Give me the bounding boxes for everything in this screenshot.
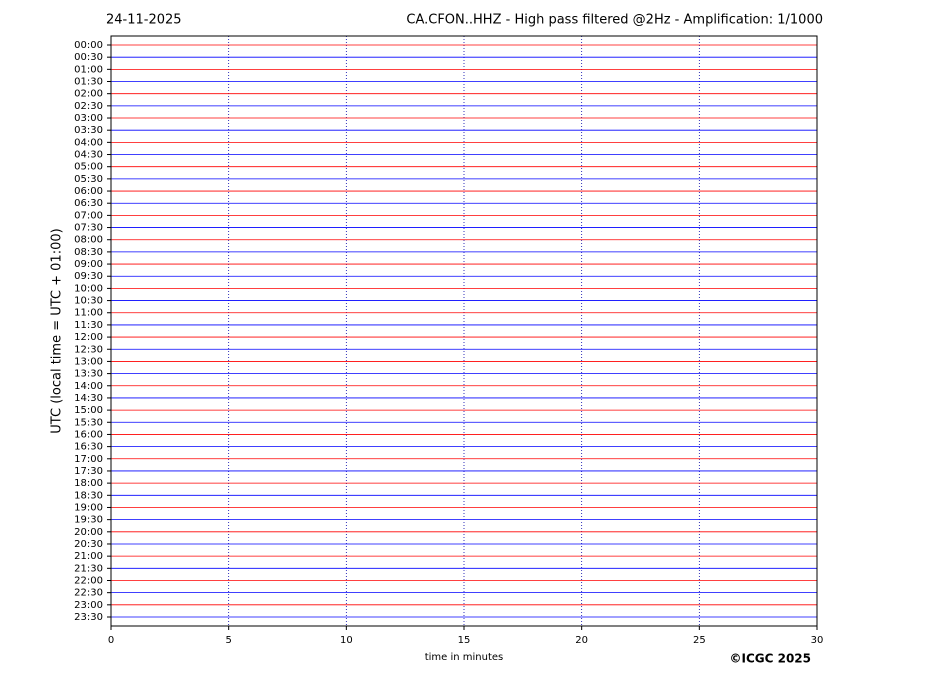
y-tick-label: 03:00	[74, 113, 103, 124]
y-tick-label: 20:00	[74, 527, 103, 538]
y-tick-label: 15:00	[74, 405, 103, 416]
y-tick-label: 23:30	[74, 612, 103, 623]
y-tick-label: 08:30	[74, 247, 103, 258]
y-tick-label: 22:00	[74, 575, 103, 586]
y-tick-label: 04:00	[74, 137, 103, 148]
y-tick-label: 15:30	[74, 417, 103, 428]
y-tick-label: 14:00	[74, 381, 103, 392]
x-tick-label: 25	[693, 635, 706, 646]
y-tick-label: 09:00	[74, 259, 103, 270]
x-tick-label: 10	[340, 635, 353, 646]
y-tick-label: 12:00	[74, 332, 103, 343]
y-tick-label: 05:30	[74, 174, 103, 185]
y-tick-label: 10:30	[74, 296, 103, 307]
y-tick-label: 11:30	[74, 320, 103, 331]
chart-title: CA.CFON..HHZ - High pass filtered @2Hz -…	[406, 13, 823, 28]
y-tick-label: 18:30	[74, 490, 103, 501]
x-tick-label: 5	[225, 635, 231, 646]
x-tick-label: 15	[458, 635, 471, 646]
y-tick-label: 05:00	[74, 162, 103, 173]
y-tick-label: 01:00	[74, 64, 103, 75]
y-tick-label: 09:30	[74, 271, 103, 282]
y-tick-label: 13:30	[74, 369, 103, 380]
x-tick-label: 20	[575, 635, 588, 646]
y-tick-label: 14:30	[74, 393, 103, 404]
y-tick-label: 22:30	[74, 588, 103, 599]
y-tick-label: 02:00	[74, 89, 103, 100]
y-tick-label: 19:30	[74, 515, 103, 526]
y-tick-label: 04:30	[74, 150, 103, 161]
y-tick-label: 06:00	[74, 186, 103, 197]
y-tick-label: 16:00	[74, 429, 103, 440]
x-axis-label: time in minutes	[425, 652, 504, 663]
x-tick-label: 30	[811, 635, 824, 646]
y-tick-label: 11:00	[74, 308, 103, 319]
y-tick-label: 21:00	[74, 551, 103, 562]
y-tick-label: 00:00	[74, 40, 103, 51]
y-tick-label: 03:30	[74, 125, 103, 136]
y-tick-label: 20:30	[74, 539, 103, 550]
y-tick-label: 21:30	[74, 563, 103, 574]
y-tick-label: 16:30	[74, 442, 103, 453]
y-tick-label: 13:00	[74, 356, 103, 367]
y-tick-label: 07:00	[74, 210, 103, 221]
y-tick-label: 23:00	[74, 600, 103, 611]
x-tick-label: 0	[108, 635, 114, 646]
y-tick-label: 06:30	[74, 198, 103, 209]
plot-frame	[110, 35, 818, 627]
y-tick-label: 08:00	[74, 235, 103, 246]
y-tick-label: 12:30	[74, 344, 103, 355]
y-axis-label: UTC (local time = UTC + 01:00)	[50, 228, 65, 433]
date-title: 24-11-2025	[106, 13, 182, 28]
y-tick-label: 17:30	[74, 466, 103, 477]
y-tick-label: 02:30	[74, 101, 103, 112]
y-tick-label: 10:00	[74, 283, 103, 294]
y-tick-label: 01:30	[74, 77, 103, 88]
y-tick-label: 18:00	[74, 478, 103, 489]
y-tick-label: 00:30	[74, 52, 103, 63]
y-tick-label: 07:30	[74, 223, 103, 234]
y-tick-label: 19:00	[74, 502, 103, 513]
copyright: ©ICGC 2025	[729, 652, 811, 666]
y-tick-label: 17:00	[74, 454, 103, 465]
